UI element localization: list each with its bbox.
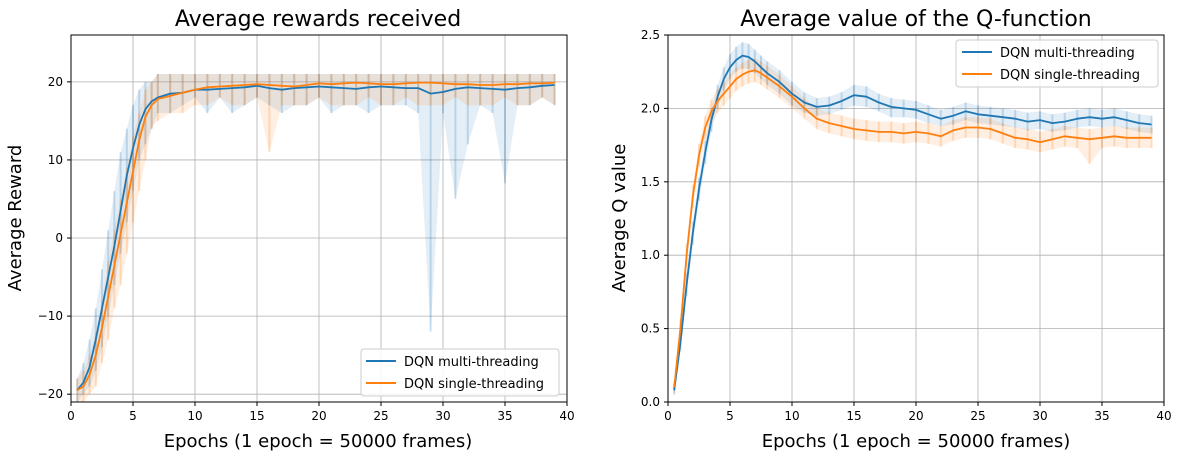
raw-band-multi <box>77 74 555 403</box>
x-tick-label: 0 <box>664 409 672 423</box>
raw-band-single <box>674 58 1152 394</box>
legend-label-multi: DQN multi-threading <box>1000 46 1135 61</box>
raw-band-multi <box>674 42 1152 395</box>
x-tick-label: 40 <box>559 409 574 423</box>
y-tick-label: 0 <box>55 231 63 245</box>
x-tick-label: 10 <box>784 409 799 423</box>
x-tick-label: 40 <box>1156 409 1171 423</box>
chart-title: Average rewards received <box>175 7 461 32</box>
legend-label-single: DQN single-threading <box>404 377 544 392</box>
x-tick-label: 5 <box>726 409 734 423</box>
y-tick-label: 0.0 <box>641 395 660 409</box>
chart-average-q-value: Average value of the Q-function 0 5 10 15 20… <box>609 7 1172 452</box>
legend: DQN multi-threading DQN single-threading <box>955 39 1159 88</box>
x-axis-label: Epochs (1 epoch = 50000 frames) <box>164 431 473 452</box>
x-tick-label: 10 <box>187 409 202 423</box>
y-tick-label: 2.0 <box>641 101 660 115</box>
series-line-single <box>76 81 555 392</box>
y-tick-label: 1.0 <box>641 248 660 262</box>
x-tick-label: 20 <box>908 409 923 423</box>
series-line-multi <box>673 54 1152 391</box>
chart-average-rewards: Average rewards received 0 5 10 15 20 25 30 35 4… <box>5 7 575 452</box>
x-tick-label: 0 <box>67 409 75 423</box>
chart-title: Average value of the Q-function <box>740 7 1091 32</box>
y-tick-label: 10 <box>48 153 63 167</box>
x-tick-label: 25 <box>970 409 985 423</box>
x-tick-label: 35 <box>497 409 512 423</box>
y-axis-label: Average Reward <box>5 145 26 292</box>
x-tick-label: 5 <box>129 409 137 423</box>
y-tick-label: −20 <box>38 387 63 401</box>
legend-label-single: DQN single-threading <box>1000 68 1140 83</box>
y-tick-label: −10 <box>38 309 63 323</box>
x-tick-label: 30 <box>1032 409 1047 423</box>
x-tick-label: 25 <box>373 409 388 423</box>
x-tick-label: 20 <box>311 409 326 423</box>
legend-label-multi: DQN multi-threading <box>404 355 539 370</box>
y-tick-label: 20 <box>48 75 63 89</box>
series-line-multi <box>76 84 555 391</box>
y-axis-label: Average Q value <box>609 144 630 293</box>
x-axis-label: Epochs (1 epoch = 50000 frames) <box>762 431 1071 452</box>
x-tick-label: 15 <box>846 409 861 423</box>
y-tick-label: 2.5 <box>641 28 660 42</box>
legend: DQN multi-threading DQN single-threading <box>360 348 560 397</box>
y-tick-label: 0.5 <box>641 322 660 336</box>
series-line-single <box>673 69 1152 388</box>
x-tick-label: 30 <box>435 409 450 423</box>
x-tick-label: 35 <box>1094 409 1109 423</box>
y-tick-label: 1.5 <box>641 175 660 189</box>
x-tick-label: 15 <box>249 409 264 423</box>
